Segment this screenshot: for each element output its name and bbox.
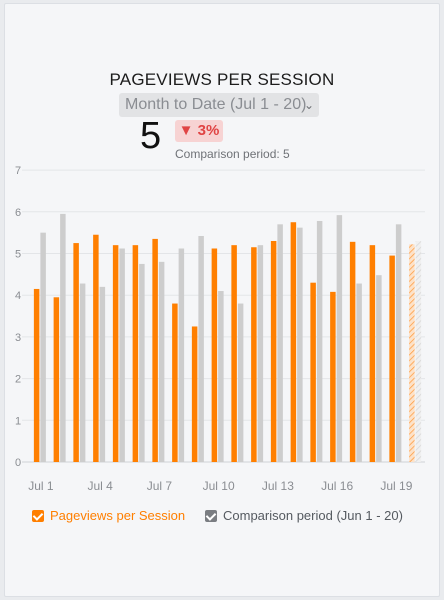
y-tick-label: 2 bbox=[15, 374, 21, 386]
bar-pageviews[interactable] bbox=[270, 240, 277, 462]
period-label: Month to Date (Jul 1 - 20) bbox=[125, 96, 307, 113]
change-badge: ▼ 3% bbox=[175, 120, 223, 142]
bar-pageviews[interactable] bbox=[152, 238, 158, 462]
bar-pageviews[interactable] bbox=[389, 255, 395, 462]
period-selector[interactable]: Month to Date (Jul 1 - 20) ⌄ bbox=[119, 93, 319, 117]
change-percent: 3% bbox=[197, 122, 220, 139]
y-tick-label: 7 bbox=[15, 165, 21, 177]
bar-comparison[interactable] bbox=[356, 283, 362, 462]
y-tick-label: 5 bbox=[15, 249, 21, 261]
bar-comparison[interactable] bbox=[99, 286, 106, 462]
y-tick-label: 3 bbox=[15, 332, 21, 344]
bar-pageviews[interactable] bbox=[33, 288, 40, 462]
bar-pageviews[interactable] bbox=[191, 326, 198, 462]
metric-value: 5 bbox=[140, 115, 162, 157]
legend-item-primary[interactable]: Pageviews per Session bbox=[32, 508, 185, 523]
x-tick-label: Jul 1 bbox=[28, 479, 54, 493]
bar-comparison[interactable] bbox=[395, 224, 402, 462]
y-tick-label: 1 bbox=[15, 415, 21, 427]
bar-comparison[interactable] bbox=[257, 245, 264, 462]
bar-comparison[interactable] bbox=[237, 303, 244, 462]
bar-pageviews[interactable] bbox=[211, 248, 218, 462]
bar-pageviews[interactable] bbox=[231, 245, 237, 462]
bar-comparison[interactable] bbox=[415, 240, 422, 462]
bar-pageviews[interactable] bbox=[112, 245, 119, 462]
bar-pageviews[interactable] bbox=[310, 282, 316, 462]
x-tick-label: Jul 19 bbox=[380, 479, 412, 493]
x-tick-label: Jul 4 bbox=[87, 479, 113, 493]
bar-pageviews[interactable] bbox=[93, 234, 99, 462]
y-tick-label: 4 bbox=[15, 290, 21, 302]
bar-pageviews[interactable] bbox=[53, 297, 60, 462]
bar-pageviews[interactable] bbox=[251, 247, 257, 462]
checkbox-icon[interactable] bbox=[32, 510, 44, 522]
bar-pageviews[interactable] bbox=[290, 222, 297, 462]
bar-comparison[interactable] bbox=[198, 235, 204, 462]
y-tick-label: 0 bbox=[15, 457, 21, 469]
bar-comparison[interactable] bbox=[336, 215, 343, 462]
bar-comparison[interactable] bbox=[79, 283, 86, 462]
y-tick-label: 6 bbox=[15, 207, 21, 219]
bar-comparison[interactable] bbox=[316, 220, 323, 462]
checkbox-icon[interactable] bbox=[205, 510, 217, 522]
legend-item-comparison[interactable]: Comparison period (Jun 1 - 20) bbox=[205, 508, 403, 523]
bar-comparison[interactable] bbox=[139, 263, 145, 462]
down-arrow-icon: ▼ bbox=[178, 122, 194, 139]
legend-label-primary: Pageviews per Session bbox=[50, 508, 186, 523]
chevron-down-icon: ⌄ bbox=[303, 98, 314, 112]
bar-comparison[interactable] bbox=[218, 291, 224, 462]
bar-pageviews[interactable] bbox=[73, 243, 79, 462]
bar-comparison[interactable] bbox=[376, 275, 382, 462]
bar-comparison[interactable] bbox=[40, 232, 46, 462]
legend-label-comparison: Comparison period (Jun 1 - 20) bbox=[223, 508, 403, 523]
bar-pageviews[interactable] bbox=[369, 245, 376, 462]
bar-pageviews[interactable] bbox=[409, 244, 415, 462]
bar-comparison[interactable] bbox=[158, 261, 165, 462]
bar-comparison[interactable] bbox=[277, 224, 283, 462]
bar-pageviews[interactable] bbox=[132, 245, 139, 462]
widget-title: PAGEVIEWS PER SESSION bbox=[109, 70, 335, 89]
bar-pageviews[interactable] bbox=[330, 291, 336, 462]
comparison-text: Comparison period: 5 bbox=[175, 147, 290, 161]
x-tick-label: Jul 16 bbox=[321, 479, 353, 493]
x-tick-label: Jul 13 bbox=[262, 479, 294, 493]
bar-pageviews[interactable] bbox=[349, 241, 356, 462]
bar-comparison[interactable] bbox=[297, 227, 303, 462]
bar-comparison[interactable] bbox=[119, 248, 125, 462]
x-tick-label: Jul 7 bbox=[147, 479, 173, 493]
bar-pageviews[interactable] bbox=[172, 303, 178, 462]
x-tick-label: Jul 10 bbox=[203, 479, 235, 493]
bar-comparison[interactable] bbox=[60, 213, 66, 462]
bar-comparison[interactable] bbox=[178, 248, 185, 462]
